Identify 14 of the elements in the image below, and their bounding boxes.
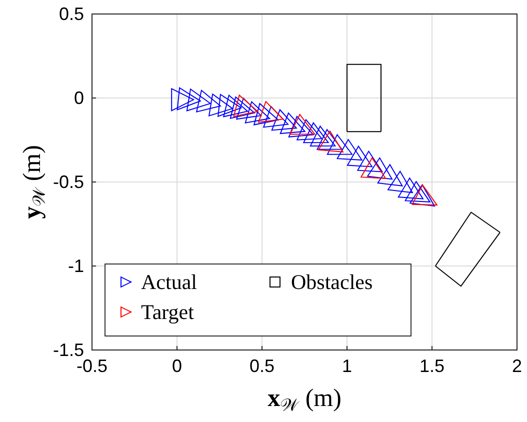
y-tick-label: -1 xyxy=(68,256,84,276)
y-tick-label: -0.5 xyxy=(52,172,84,192)
legend-label: Target xyxy=(141,300,194,324)
legend-label: Actual xyxy=(141,270,198,294)
y-tick-label: 0.5 xyxy=(58,4,84,24)
x-tick-label: 0.5 xyxy=(249,356,275,376)
y-tick-label: 0 xyxy=(74,88,84,108)
x-tick-label: 0 xyxy=(172,356,182,376)
y-tick-label: -1.5 xyxy=(52,340,84,360)
x-tick-label: 1 xyxy=(342,356,352,376)
x-tick-label: 2 xyxy=(512,356,522,376)
legend-label: Obstacles xyxy=(291,270,373,294)
x-axis-title: x$_{𝒲}$ (m) xyxy=(268,385,342,416)
x-tick-label: 1.5 xyxy=(419,356,445,376)
